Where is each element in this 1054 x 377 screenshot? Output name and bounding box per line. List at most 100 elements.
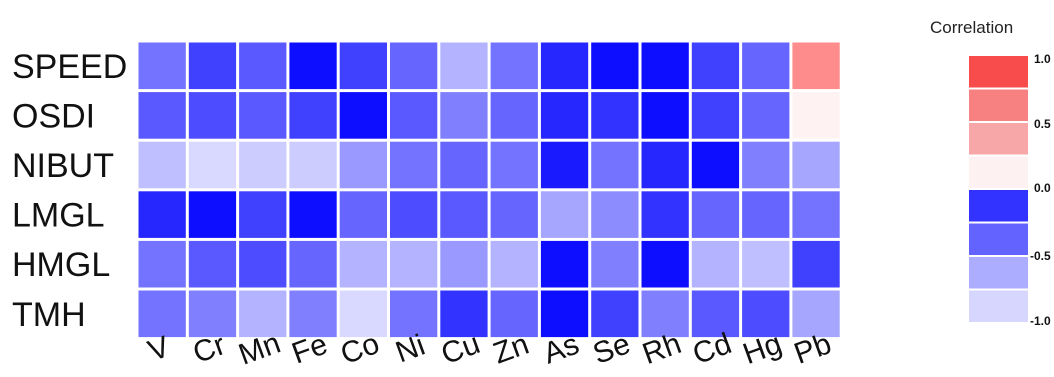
heatmap-cell-lmgl-se	[591, 191, 639, 238]
heatmap-cell-osdi-cu	[440, 92, 488, 139]
heatmap-cell-tmh-pb	[792, 290, 840, 338]
heatmap-cell-lmgl-pb	[792, 191, 840, 238]
legend-ticks: 1.0 0.5 0.0 -0.5 -1.0	[1030, 52, 1051, 328]
legend-swatch	[969, 223, 1028, 255]
heatmap-cell-hmgl-hg	[742, 240, 790, 288]
legend-swatch	[969, 89, 1028, 121]
heatmap-cell-osdi-rh	[641, 92, 689, 139]
heatmap-cell-tmh-mn	[239, 290, 287, 338]
heatmap-cell-tmh-v	[138, 290, 186, 338]
heatmap-cell-tmh-cr	[188, 290, 237, 338]
row-label: SPEED	[12, 48, 127, 86]
heatmap-cell-osdi-cd	[691, 92, 740, 139]
heatmap-cell-tmh-se	[591, 290, 639, 338]
row-label: NIBUT	[12, 147, 114, 185]
heatmap-cell-speed-se	[591, 42, 639, 90]
heatmap-cell-hmgl-se	[591, 240, 639, 288]
heatmap-cell-lmgl-zn	[490, 191, 538, 238]
legend-swatch	[969, 56, 1028, 88]
legend: Correlation 1.0 0.5 0.0 -0.5 -1.0	[930, 18, 1051, 328]
heatmap-cell-hmgl-rh	[641, 240, 689, 288]
heatmap-cell-nibut-se	[591, 141, 639, 189]
heatmap-cell-osdi-ni	[390, 92, 438, 139]
heatmap-cell-speed-as	[540, 42, 589, 90]
heatmap-cell-hmgl-ni	[390, 240, 438, 288]
heatmap-cell-speed-fe	[289, 42, 337, 90]
heatmap-cell-tmh-cd	[691, 290, 740, 338]
heatmap-cell-lmgl-cd	[691, 191, 740, 238]
heatmap-cell-osdi-as	[540, 92, 589, 139]
heatmap-cell-speed-cu	[440, 42, 488, 90]
heatmap-cell-speed-pb	[792, 42, 840, 90]
heatmap-cell-lmgl-ni	[390, 191, 438, 238]
heatmap-cell-osdi-co	[339, 92, 387, 139]
heatmap-cell-nibut-cr	[188, 141, 237, 189]
heatmap-cell-hmgl-fe	[289, 240, 337, 288]
heatmap-cell-nibut-pb	[792, 141, 840, 189]
heatmap-cell-nibut-as	[540, 141, 589, 189]
row-label: LMGL	[12, 197, 105, 235]
legend-tick-label: 0.5	[1034, 117, 1051, 131]
heatmap-cell-hmgl-zn	[490, 240, 538, 288]
heatmap-cell-tmh-cu	[440, 290, 488, 338]
heatmap-cell-tmh-as	[540, 290, 589, 338]
row-label: OSDI	[12, 97, 95, 135]
heatmap-cell-lmgl-cr	[188, 191, 237, 238]
heatmap-cell-tmh-hg	[742, 290, 790, 338]
heatmap-cell-nibut-co	[339, 141, 387, 189]
legend-swatch	[969, 190, 1028, 222]
heatmap-cell-lmgl-co	[339, 191, 387, 238]
heatmap-cell-speed-mn	[239, 42, 287, 90]
heatmap-cell-osdi-fe	[289, 92, 337, 139]
heatmap-cell-osdi-se	[591, 92, 639, 139]
heatmap-cell-tmh-co	[339, 290, 387, 338]
heatmap-cell-hmgl-mn	[239, 240, 287, 288]
heatmap-cell-hmgl-cr	[188, 240, 237, 288]
heatmap-cell-osdi-v	[138, 92, 186, 139]
heatmap-cell-osdi-pb	[792, 92, 840, 139]
heatmap-cell-osdi-zn	[490, 92, 538, 139]
legend-tick-label: -0.5	[1030, 249, 1051, 263]
heatmap-cell-osdi-hg	[742, 92, 790, 139]
row-label: HMGL	[12, 246, 110, 284]
heatmap-cell-hmgl-cd	[691, 240, 740, 288]
heatmap-cell-tmh-zn	[490, 290, 538, 338]
heatmap-cell-hmgl-co	[339, 240, 387, 288]
heatmap-cell-tmh-ni	[390, 290, 438, 338]
heatmap-cell-speed-rh	[641, 42, 689, 90]
heatmap-cell-nibut-fe	[289, 141, 337, 189]
legend-swatch	[969, 257, 1028, 289]
heatmap-cell-lmgl-cu	[440, 191, 488, 238]
heatmap-cell-nibut-zn	[490, 141, 538, 189]
heatmap-cell-lmgl-mn	[239, 191, 287, 238]
heatmap-cell-tmh-rh	[641, 290, 689, 338]
legend-swatches	[969, 56, 1028, 322]
heatmap-cell-lmgl-rh	[641, 191, 689, 238]
legend-tick-label: -1.0	[1030, 314, 1051, 328]
legend-swatch	[969, 156, 1028, 188]
row-label: TMH	[12, 296, 86, 334]
heatmap-cell-hmgl-cu	[440, 240, 488, 288]
heatmap-cell-lmgl-fe	[289, 191, 337, 238]
heatmap-cell-nibut-v	[138, 141, 186, 189]
heatmap-cell-speed-cr	[188, 42, 237, 90]
heatmap-cell-speed-cd	[691, 42, 740, 90]
heatmap-cell-speed-v	[138, 42, 186, 90]
heatmap-cell-nibut-cu	[440, 141, 488, 189]
heatmap-cell-lmgl-v	[138, 191, 186, 238]
heatmap-cell-nibut-rh	[641, 141, 689, 189]
heatmap-cell-nibut-ni	[390, 141, 438, 189]
legend-tick-label: 1.0	[1034, 52, 1051, 66]
heatmap-cells	[138, 42, 840, 338]
heatmap-cell-tmh-fe	[289, 290, 337, 338]
legend-swatch	[969, 290, 1028, 322]
heatmap-cell-speed-co	[339, 42, 387, 90]
heatmap-cell-hmgl-pb	[792, 240, 840, 288]
heatmap-cell-nibut-hg	[742, 141, 790, 189]
heatmap-cell-hmgl-as	[540, 240, 589, 288]
legend-title: Correlation	[930, 18, 1013, 37]
heatmap-cell-osdi-mn	[239, 92, 287, 139]
heatmap-cell-nibut-cd	[691, 141, 740, 189]
row-labels: SPEED OSDI NIBUT LMGL HMGL TMH	[12, 48, 127, 334]
